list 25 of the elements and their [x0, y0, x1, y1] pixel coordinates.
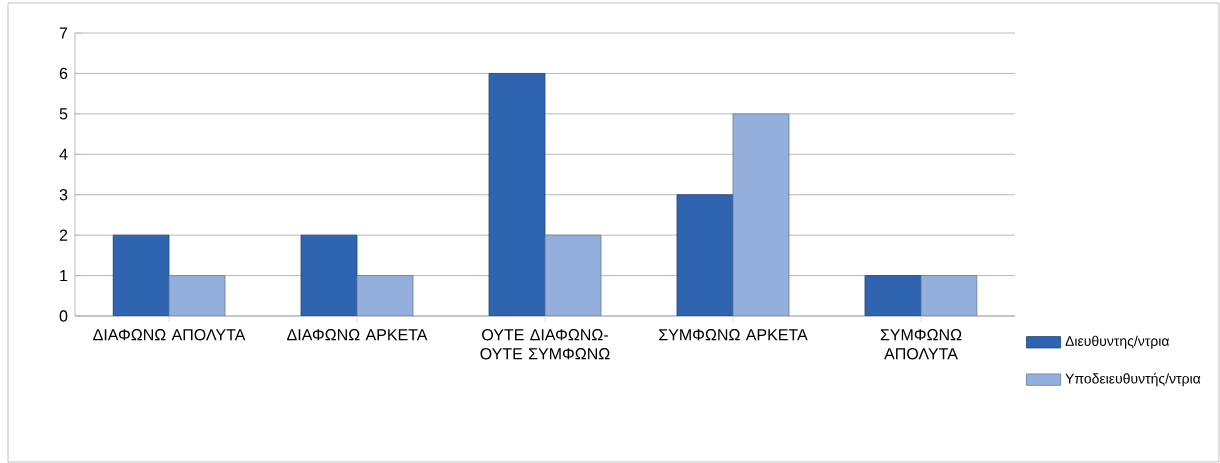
bar [920, 275, 978, 316]
legend-label: Υποδειευθυντής/ντρια [1065, 372, 1201, 387]
y-tick-label: 5 [59, 108, 68, 120]
y-tick-label: 0 [59, 310, 68, 322]
y-tick-label: 1 [60, 270, 68, 282]
bar [676, 194, 734, 316]
y-tick-label: 7 [59, 27, 68, 39]
bar [864, 275, 922, 316]
y-tick-label: 4 [59, 148, 68, 160]
x-tick-label: ΣΥΜΦΩΝΩ ΑΡΚΕΤΑ [659, 329, 808, 341]
bar [300, 234, 358, 316]
y-tick-label: 3 [59, 189, 68, 201]
y-tick-label: 2 [59, 229, 68, 241]
bar [488, 73, 546, 316]
bar [356, 275, 414, 316]
x-tick-label: ΟΥΤΕ ΔΙΑΦΩΝΩ-ΟΥΤΕ ΣΥΜΦΩΝΩ [480, 329, 610, 360]
x-tick-label: ΔΙΑΦΩΝΩ ΑΠΟΛΥΤΑ [93, 329, 246, 341]
x-tick-label: ΣΥΜΦΩΝΩ ΑΠΟΛΥΤΑ [880, 329, 962, 360]
y-tick-label: 6 [59, 67, 68, 80]
bar [112, 234, 170, 316]
bar [544, 234, 602, 316]
legend-label: Διευθυντης/ντρια [1065, 335, 1170, 349]
bar [732, 113, 790, 316]
bar [168, 275, 226, 316]
x-tick-label: ΔΙΑΦΩΝΩ ΑΡΚΕΤΑ [287, 329, 428, 341]
